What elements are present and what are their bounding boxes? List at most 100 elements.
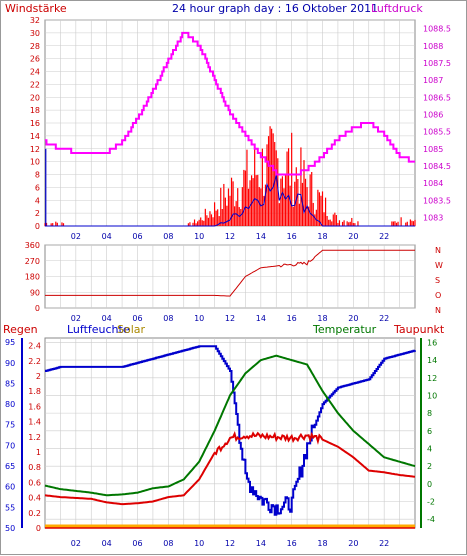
temperature-y-tick-label: 14 <box>427 356 437 365</box>
pressure-y-tick-label: 1087.5 <box>423 59 451 68</box>
temp-plot-x-tick-label: 20 <box>348 539 358 548</box>
wind-plot-x-tick-label: 20 <box>348 232 358 241</box>
direction-plot-x-tick-label: 18 <box>317 314 327 323</box>
direction-plot-x-tick-label: 20 <box>348 314 358 323</box>
wind-y-tick-label: 12 <box>30 145 40 154</box>
temperature-line <box>44 354 416 497</box>
direction-plot-x-tick-label: 08 <box>163 314 173 323</box>
direction-y-tick-label: 270 <box>25 257 40 266</box>
temperature-y-tick-label: 2 <box>427 462 432 471</box>
wind-y-tick-label: 18 <box>30 106 40 115</box>
wind-y-tick-label: 22 <box>30 80 40 89</box>
wind-y-tick-label: 6 <box>35 183 40 192</box>
temp-plot-x-tick-label: 02 <box>71 539 81 548</box>
temperature-y-tick-label: -2 <box>427 497 435 506</box>
temp-plot-x-tick-label: 22 <box>379 539 389 548</box>
rain-label: Regen <box>3 323 38 336</box>
solar-label: Solar <box>117 323 146 336</box>
rain-y-tick-label: 2.2 <box>28 357 41 366</box>
wind-plot-x-tick-label: 12 <box>225 232 235 241</box>
humidity-y-tick-label: 60 <box>5 483 15 492</box>
pressure-y-tick-label: 1084.5 <box>423 162 451 171</box>
humidity-y-tick-label: 65 <box>5 462 15 471</box>
direction-plot-x-tick-label: 02 <box>71 314 81 323</box>
wind-plot-x-tick-label: 06 <box>132 232 142 241</box>
direction-y-tick-label: 180 <box>25 273 40 282</box>
pressure-y-tick-label: 1087 <box>423 76 443 85</box>
direction-plot-x-tick-label: 10 <box>194 314 204 323</box>
pressure-line <box>45 31 415 176</box>
wind-plot-x-tick-label: 10 <box>194 232 204 241</box>
temp-plot-x-tick-label: 04 <box>102 539 112 548</box>
direction-plot-x-tick-label: 12 <box>225 314 235 323</box>
rain-y-tick-label: 2.4 <box>28 342 41 351</box>
compass-letter: N <box>435 306 441 315</box>
pressure-y-tick-label: 1086.5 <box>423 93 451 102</box>
pressure-y-tick-label: 1085.5 <box>423 128 451 137</box>
temp-plot-x-tick-label: 06 <box>132 539 142 548</box>
compass-letter: O <box>435 291 441 300</box>
chart-layer: 02 04 06 08 10 12 14 16 18 20 22024681012141618202… <box>5 16 451 548</box>
temp-plot-x-tick-label: 10 <box>194 539 204 548</box>
humidity-label: Luftfeuchte <box>67 323 130 336</box>
wind-y-tick-label: 4 <box>35 196 40 205</box>
rain-y-tick-label: 1 <box>36 448 41 457</box>
pressure-y-tick-label: 1086 <box>423 110 443 119</box>
temperature-y-tick-label: -4 <box>427 515 435 524</box>
wind-plot-x-tick-label: 04 <box>102 232 112 241</box>
pressure-y-tick-label: 1088.5 <box>423 25 451 34</box>
wind-y-tick-label: 0 <box>35 222 40 231</box>
temperature-y-tick-label: 8 <box>427 409 432 418</box>
rain-y-tick-label: 1.4 <box>28 418 41 427</box>
wind-y-tick-label: 26 <box>30 55 40 64</box>
humidity-y-tick-label: 80 <box>5 400 15 409</box>
rain-y-tick-label: 0.6 <box>28 478 41 487</box>
humidity-y-tick-label: 85 <box>5 379 15 388</box>
temp-plot-x-tick-label: 14 <box>256 539 266 548</box>
wind-plot-x-tick-label: 02 <box>71 232 81 241</box>
pressure-y-tick-label: 1085 <box>423 145 443 154</box>
temp-plot-x-tick-label: 18 <box>317 539 327 548</box>
direction-plot-x-tick-label: 06 <box>132 314 142 323</box>
rain-y-tick-label: 2 <box>36 372 41 381</box>
temperature-y-tick-label: 16 <box>427 338 437 347</box>
humidity-y-tick-label: 55 <box>5 503 15 512</box>
direction-plot-x-tick-label: 04 <box>102 314 112 323</box>
pressure-y-tick-label: 1083 <box>423 213 443 222</box>
wind-y-tick-label: 16 <box>30 119 40 128</box>
direction-plot-x-tick-label: 22 <box>379 314 389 323</box>
temperature-y-tick-label: 0 <box>427 480 432 489</box>
direction-y-tick-label: 360 <box>25 241 40 250</box>
wind-y-tick-label: 32 <box>30 16 40 25</box>
wind-plot-x-tick-label: 14 <box>256 232 266 241</box>
compass-letter: W <box>435 261 443 270</box>
wind-plot-x-tick-label: 18 <box>317 232 327 241</box>
wind-plot-x-tick-label: 22 <box>379 232 389 241</box>
pressure-y-tick-label: 1083.5 <box>423 196 451 205</box>
direction-y-tick-label: 0 <box>35 304 40 313</box>
direction-plot-x-tick-label: 16 <box>287 314 297 323</box>
wind-plot-x-tick-label: 08 <box>163 232 173 241</box>
humidity-y-tick-label: 70 <box>5 441 15 450</box>
wind-y-tick-label: 28 <box>30 42 40 51</box>
dewpoint-label: Taupunkt <box>393 323 445 336</box>
wind-y-tick-label: 24 <box>30 68 40 77</box>
humidity-line <box>45 345 416 516</box>
graph-title: 24 hour graph day : 16 Oktober 2011 <box>172 2 378 15</box>
rain-y-tick-label: 0 <box>36 524 41 533</box>
temperature-y-tick-label: 10 <box>427 391 437 400</box>
temperature-y-tick-label: 12 <box>427 374 437 383</box>
temp-plot-x-tick-label: 12 <box>225 539 235 548</box>
wind-axis-label: Windstärke <box>5 2 67 15</box>
direction-y-tick-label: 90 <box>30 288 40 297</box>
compass-letter: S <box>435 276 440 285</box>
rain-y-tick-label: 0.8 <box>28 463 41 472</box>
humidity-y-tick-label: 50 <box>5 524 15 533</box>
dewpoint-line <box>44 431 416 506</box>
temperature-y-tick-label: 6 <box>427 427 432 436</box>
wind-y-tick-label: 2 <box>35 209 40 218</box>
wind-y-tick-label: 30 <box>30 29 40 38</box>
pressure-axis-label: Luftdruck <box>371 2 423 15</box>
